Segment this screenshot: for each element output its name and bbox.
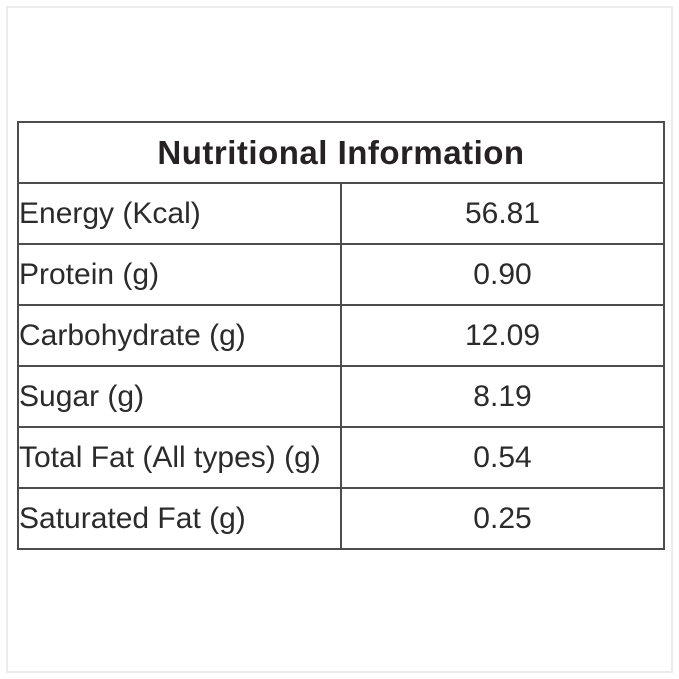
nutrient-value-energy: 56.81 xyxy=(340,182,665,245)
nutrient-label-total-fat: Total Fat (All types) (g) xyxy=(17,426,342,489)
nutrient-value-total-fat: 0.54 xyxy=(340,426,665,489)
nutrient-value-protein: 0.90 xyxy=(340,243,665,306)
table-row: Saturated Fat (g) 0.25 xyxy=(17,487,665,550)
nutrient-label-energy: Energy (Kcal) xyxy=(17,182,342,245)
nutrient-label-sugar: Sugar (g) xyxy=(17,365,342,428)
table-title: Nutritional Information xyxy=(17,121,665,184)
table-row: Protein (g) 0.90 xyxy=(17,243,665,306)
nutrient-label-protein: Protein (g) xyxy=(17,243,342,306)
table-header-row: Nutritional Information xyxy=(17,121,665,184)
nutrition-table: Nutritional Information Energy (Kcal) 56… xyxy=(17,121,665,550)
table-row: Energy (Kcal) 56.81 xyxy=(17,182,665,245)
table-row: Carbohydrate (g) 12.09 xyxy=(17,304,665,367)
nutrient-value-carbohydrate: 12.09 xyxy=(340,304,665,367)
nutrient-label-carbohydrate: Carbohydrate (g) xyxy=(17,304,342,367)
nutrient-value-sugar: 8.19 xyxy=(340,365,665,428)
nutrient-value-saturated-fat: 0.25 xyxy=(340,487,665,550)
table-row: Sugar (g) 8.19 xyxy=(17,365,665,428)
table-row: Total Fat (All types) (g) 0.54 xyxy=(17,426,665,489)
nutrient-label-saturated-fat: Saturated Fat (g) xyxy=(17,487,342,550)
